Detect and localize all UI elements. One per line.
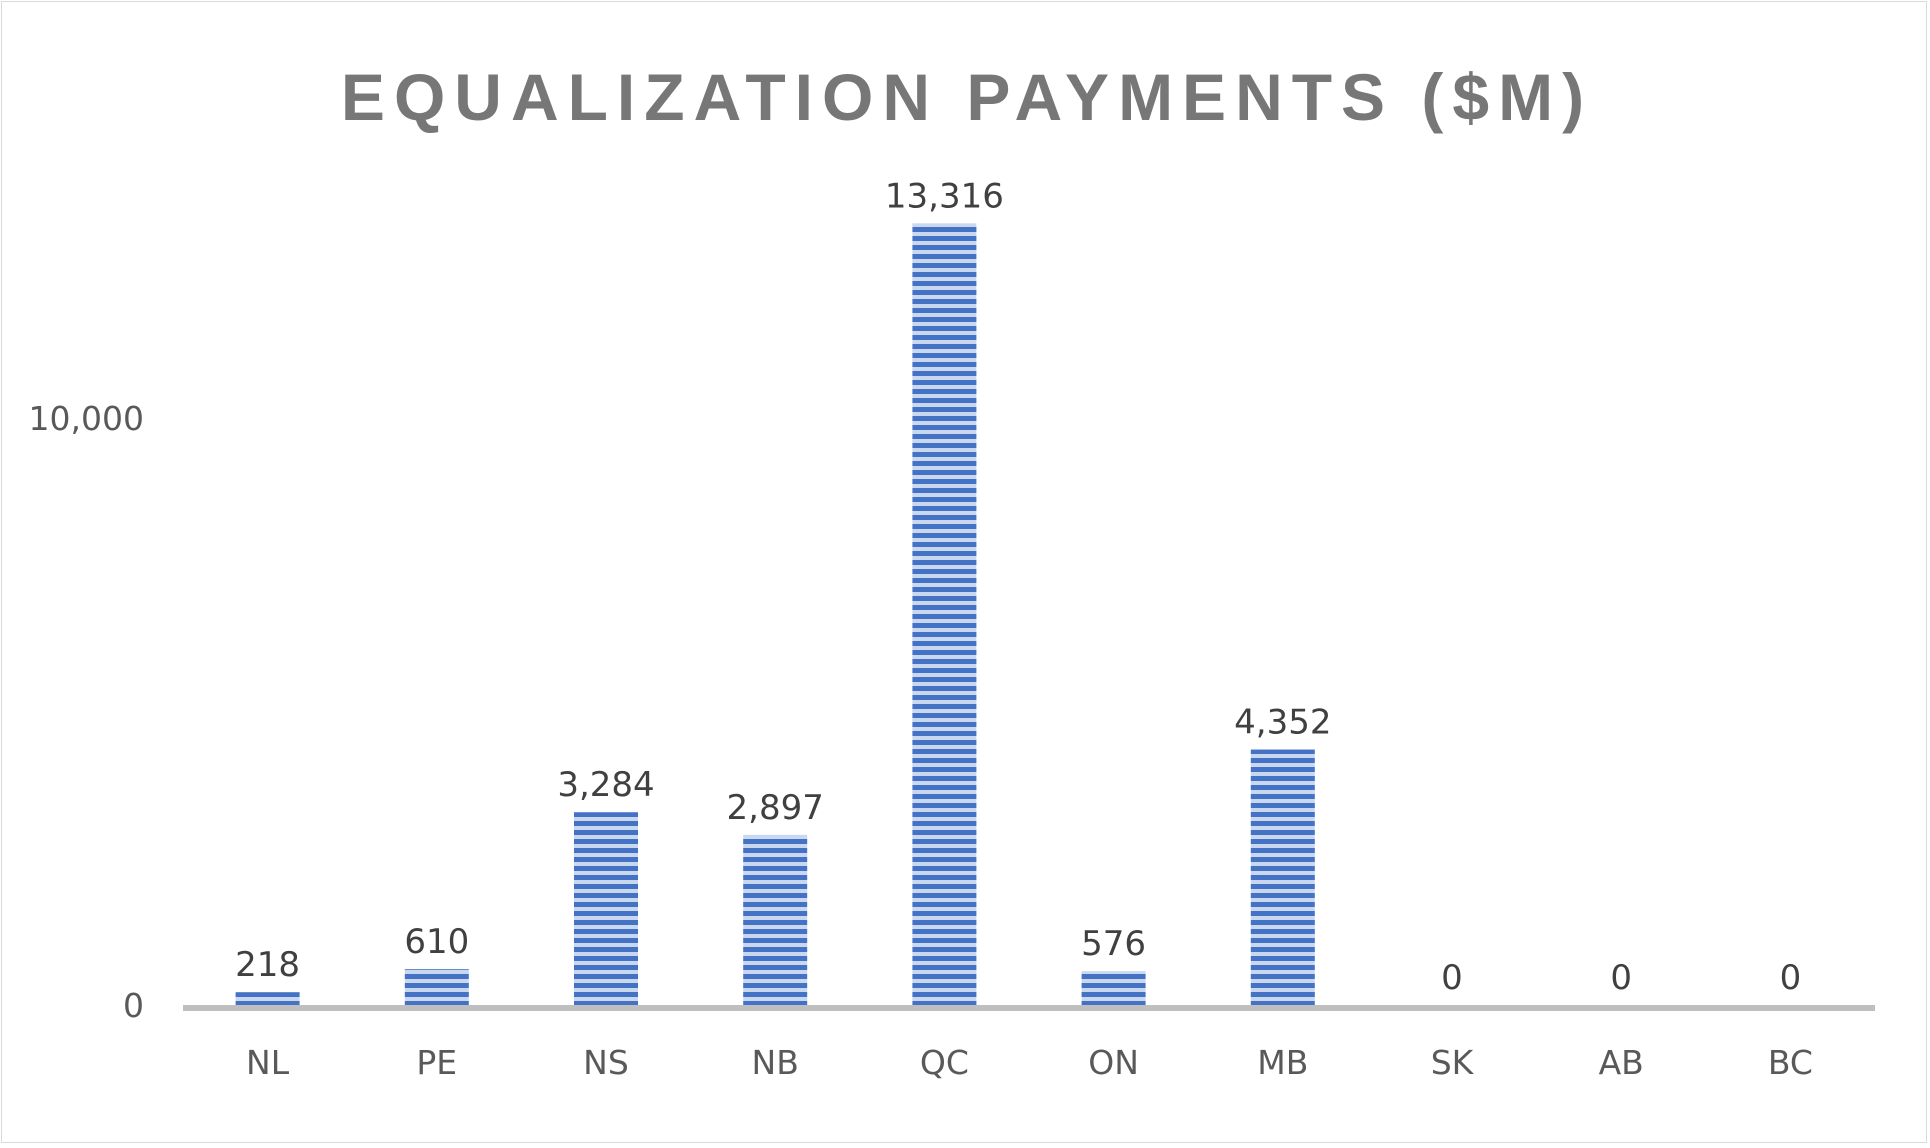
data-label: 576 xyxy=(1081,924,1146,964)
data-label: 4,352 xyxy=(1234,703,1331,743)
bar-pe xyxy=(404,969,469,1005)
data-label: 0 xyxy=(1780,958,1802,998)
data-label: 3,284 xyxy=(557,765,654,805)
x-tick-label: PE xyxy=(416,1043,457,1082)
bar-nl xyxy=(235,992,300,1005)
labels-layer: 0 10,000 218 NL 610 PE 3,284 NS 2,897 NB 13,316 QC 5… xyxy=(29,176,1813,1082)
x-tick-label: QC xyxy=(920,1043,969,1082)
y-tick-label: 0 xyxy=(123,986,144,1025)
bar-nb xyxy=(743,834,808,1005)
data-label: 0 xyxy=(1610,958,1632,998)
x-tick-label: NB xyxy=(752,1043,799,1082)
x-tick-label: SK xyxy=(1431,1043,1475,1082)
data-label: 218 xyxy=(235,945,300,985)
x-tick-label: ON xyxy=(1088,1043,1139,1082)
bar-mb xyxy=(1250,749,1315,1005)
chart-title: EQUALIZATION PAYMENTS ($M) xyxy=(341,60,1593,134)
data-label: 0 xyxy=(1441,958,1463,998)
data-label: 2,897 xyxy=(727,788,824,828)
bar-on xyxy=(1081,971,1146,1005)
data-label: 13,316 xyxy=(885,176,1004,216)
data-label: 610 xyxy=(404,922,469,962)
bars-layer xyxy=(235,223,1315,1005)
x-tick-label: NL xyxy=(246,1043,290,1082)
bar-qc xyxy=(912,223,977,1005)
x-tick-label: BC xyxy=(1768,1043,1813,1082)
y-tick-label: 10,000 xyxy=(29,399,144,438)
x-tick-label: NS xyxy=(583,1043,629,1082)
x-tick-label: AB xyxy=(1599,1043,1644,1082)
bar-ns xyxy=(574,812,638,1005)
x-tick-label: MB xyxy=(1257,1043,1308,1082)
